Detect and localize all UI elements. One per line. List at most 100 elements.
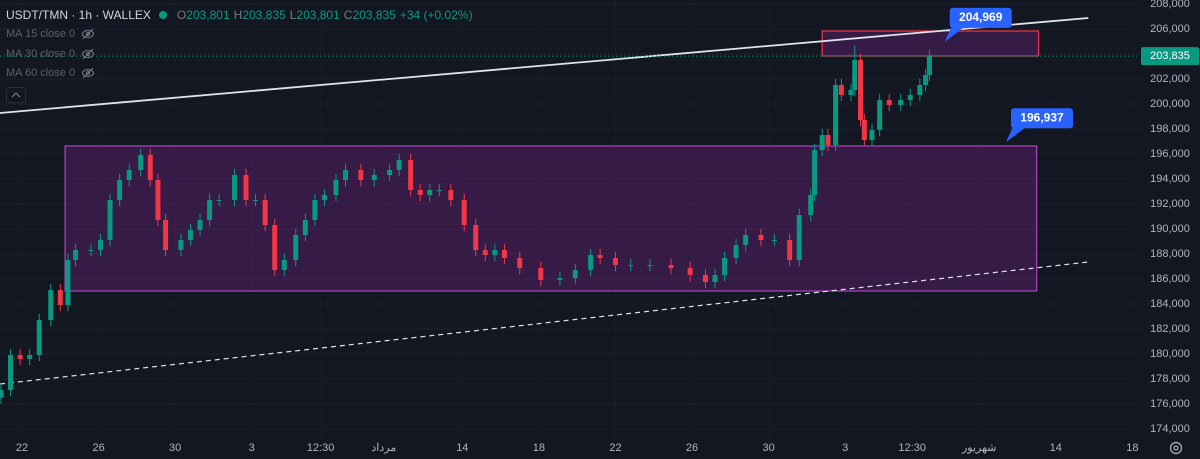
- candle-body: [27, 355, 33, 359]
- drawings: [0, 17, 1089, 385]
- candle-body: [808, 195, 814, 215]
- y-tick-label: 202,000: [1150, 73, 1190, 85]
- x-tick-label: مرداد: [371, 442, 396, 454]
- x-tick-label: 18: [1126, 442, 1138, 454]
- indicator-row: MA 15 close 0: [6, 25, 473, 45]
- zone-rectangle: [821, 30, 1040, 57]
- x-tick-label: 22: [16, 442, 28, 454]
- last-price-label: 203,835: [1150, 50, 1190, 62]
- candle-body: [302, 220, 308, 235]
- ohlc-value: 203,801: [186, 7, 230, 22]
- candle-body: [838, 85, 844, 95]
- candle-body: [387, 170, 393, 175]
- candle-body: [758, 235, 764, 240]
- hidden-icon[interactable]: [81, 48, 95, 60]
- status-dot: [158, 10, 167, 19]
- indicator-label: MA 15 close 0: [6, 28, 76, 41]
- candle-body: [898, 100, 904, 105]
- ohlc-value: 203,801: [296, 7, 340, 22]
- y-tick-label: 194,000: [1150, 173, 1190, 185]
- collapse-button[interactable]: [6, 87, 26, 103]
- zone-rectangle: [64, 145, 1038, 292]
- candle-body: [147, 155, 153, 180]
- candle-body: [612, 258, 618, 265]
- change: +34 (+0.02%): [399, 7, 473, 22]
- y-tick-label: 182,000: [1150, 323, 1190, 335]
- candle-body: [216, 200, 222, 201]
- candle-body: [702, 275, 708, 282]
- candle-body: [517, 258, 523, 268]
- candle-body: [138, 155, 144, 170]
- callout-box: [1010, 108, 1073, 129]
- candle-body: [461, 200, 467, 225]
- candle-body: [647, 265, 653, 266]
- candle-body: [588, 255, 594, 270]
- candle-body: [473, 225, 479, 250]
- candle-body: [321, 195, 327, 200]
- y-tick-label: 174,000: [1150, 423, 1190, 435]
- ohlc-value: 203,835: [242, 7, 286, 22]
- indicator-row: MA 30 close 0: [6, 44, 473, 64]
- candle-body: [848, 90, 854, 95]
- settings-icon[interactable]: [1169, 441, 1183, 455]
- candle-body: [812, 150, 818, 195]
- y-tick-label: 196,000: [1150, 148, 1190, 160]
- trendline: [0, 261, 1089, 385]
- candle-body: [187, 230, 193, 240]
- ohlc-key: C: [343, 7, 353, 22]
- y-tick-label: 176,000: [1150, 398, 1190, 410]
- candle-body: [396, 160, 402, 170]
- candle-body: [8, 355, 14, 390]
- hidden-icon[interactable]: [81, 28, 95, 40]
- candle-body: [852, 60, 858, 90]
- candle-body: [65, 260, 71, 305]
- candle-body: [712, 275, 718, 282]
- overlays: 204,969 196,937: [0, 7, 1140, 143]
- candle-body: [107, 200, 113, 240]
- ohlc-value: 203,835: [352, 7, 396, 22]
- candle-body: [427, 190, 433, 195]
- candle-body: [371, 175, 377, 180]
- callout-label: 204,969: [959, 10, 1003, 24]
- hidden-icon[interactable]: [81, 67, 95, 79]
- candle-body: [293, 235, 299, 260]
- candle-body: [436, 190, 442, 191]
- callout-label: 196,937: [1020, 110, 1064, 124]
- candle-body: [0, 390, 4, 398]
- candle-body: [333, 180, 339, 195]
- candle-body: [877, 100, 883, 130]
- x-tick-label: 26: [686, 442, 698, 454]
- candle-body: [819, 135, 825, 150]
- candle-body: [492, 250, 498, 255]
- x-tick-label: 22: [609, 442, 621, 454]
- y-tick-label: 198,000: [1150, 123, 1190, 135]
- candle-body: [923, 75, 929, 85]
- candle-body: [155, 180, 161, 220]
- candle-body: [207, 200, 213, 220]
- candle-body: [57, 290, 63, 305]
- candle-body: [733, 245, 739, 258]
- axes: 174,000 176,000 178,000 180,000 182,000 184,0…: [16, 0, 1199, 454]
- candle-body: [253, 200, 259, 201]
- symbol[interactable]: USDT/TMN · 1h · WALLEX: [6, 7, 151, 22]
- candle-body: [796, 215, 802, 260]
- candle-body: [243, 175, 249, 200]
- settings-core: [1173, 445, 1179, 451]
- candle-body: [668, 265, 674, 268]
- candle-body: [281, 260, 287, 270]
- symbol-row: USDT/TMN · 1h · WALLEX O203,801 H203,835 L…: [6, 5, 473, 25]
- ohlc-key: L: [289, 7, 297, 22]
- x-tick-label: 12:30: [307, 442, 335, 454]
- trendline: [0, 17, 1089, 114]
- settings-ring: [1169, 441, 1183, 455]
- candle-body: [572, 270, 578, 278]
- candle-body: [722, 258, 728, 275]
- y-tick-label: 200,000: [1150, 98, 1190, 110]
- candle-body: [482, 250, 488, 255]
- x-tick-label: 30: [169, 442, 181, 454]
- candle-body: [538, 268, 544, 280]
- candle-body: [501, 250, 507, 258]
- x-tick-label: 12:30: [898, 442, 926, 454]
- candle-body: [48, 290, 54, 320]
- x-tick-label: 26: [92, 442, 104, 454]
